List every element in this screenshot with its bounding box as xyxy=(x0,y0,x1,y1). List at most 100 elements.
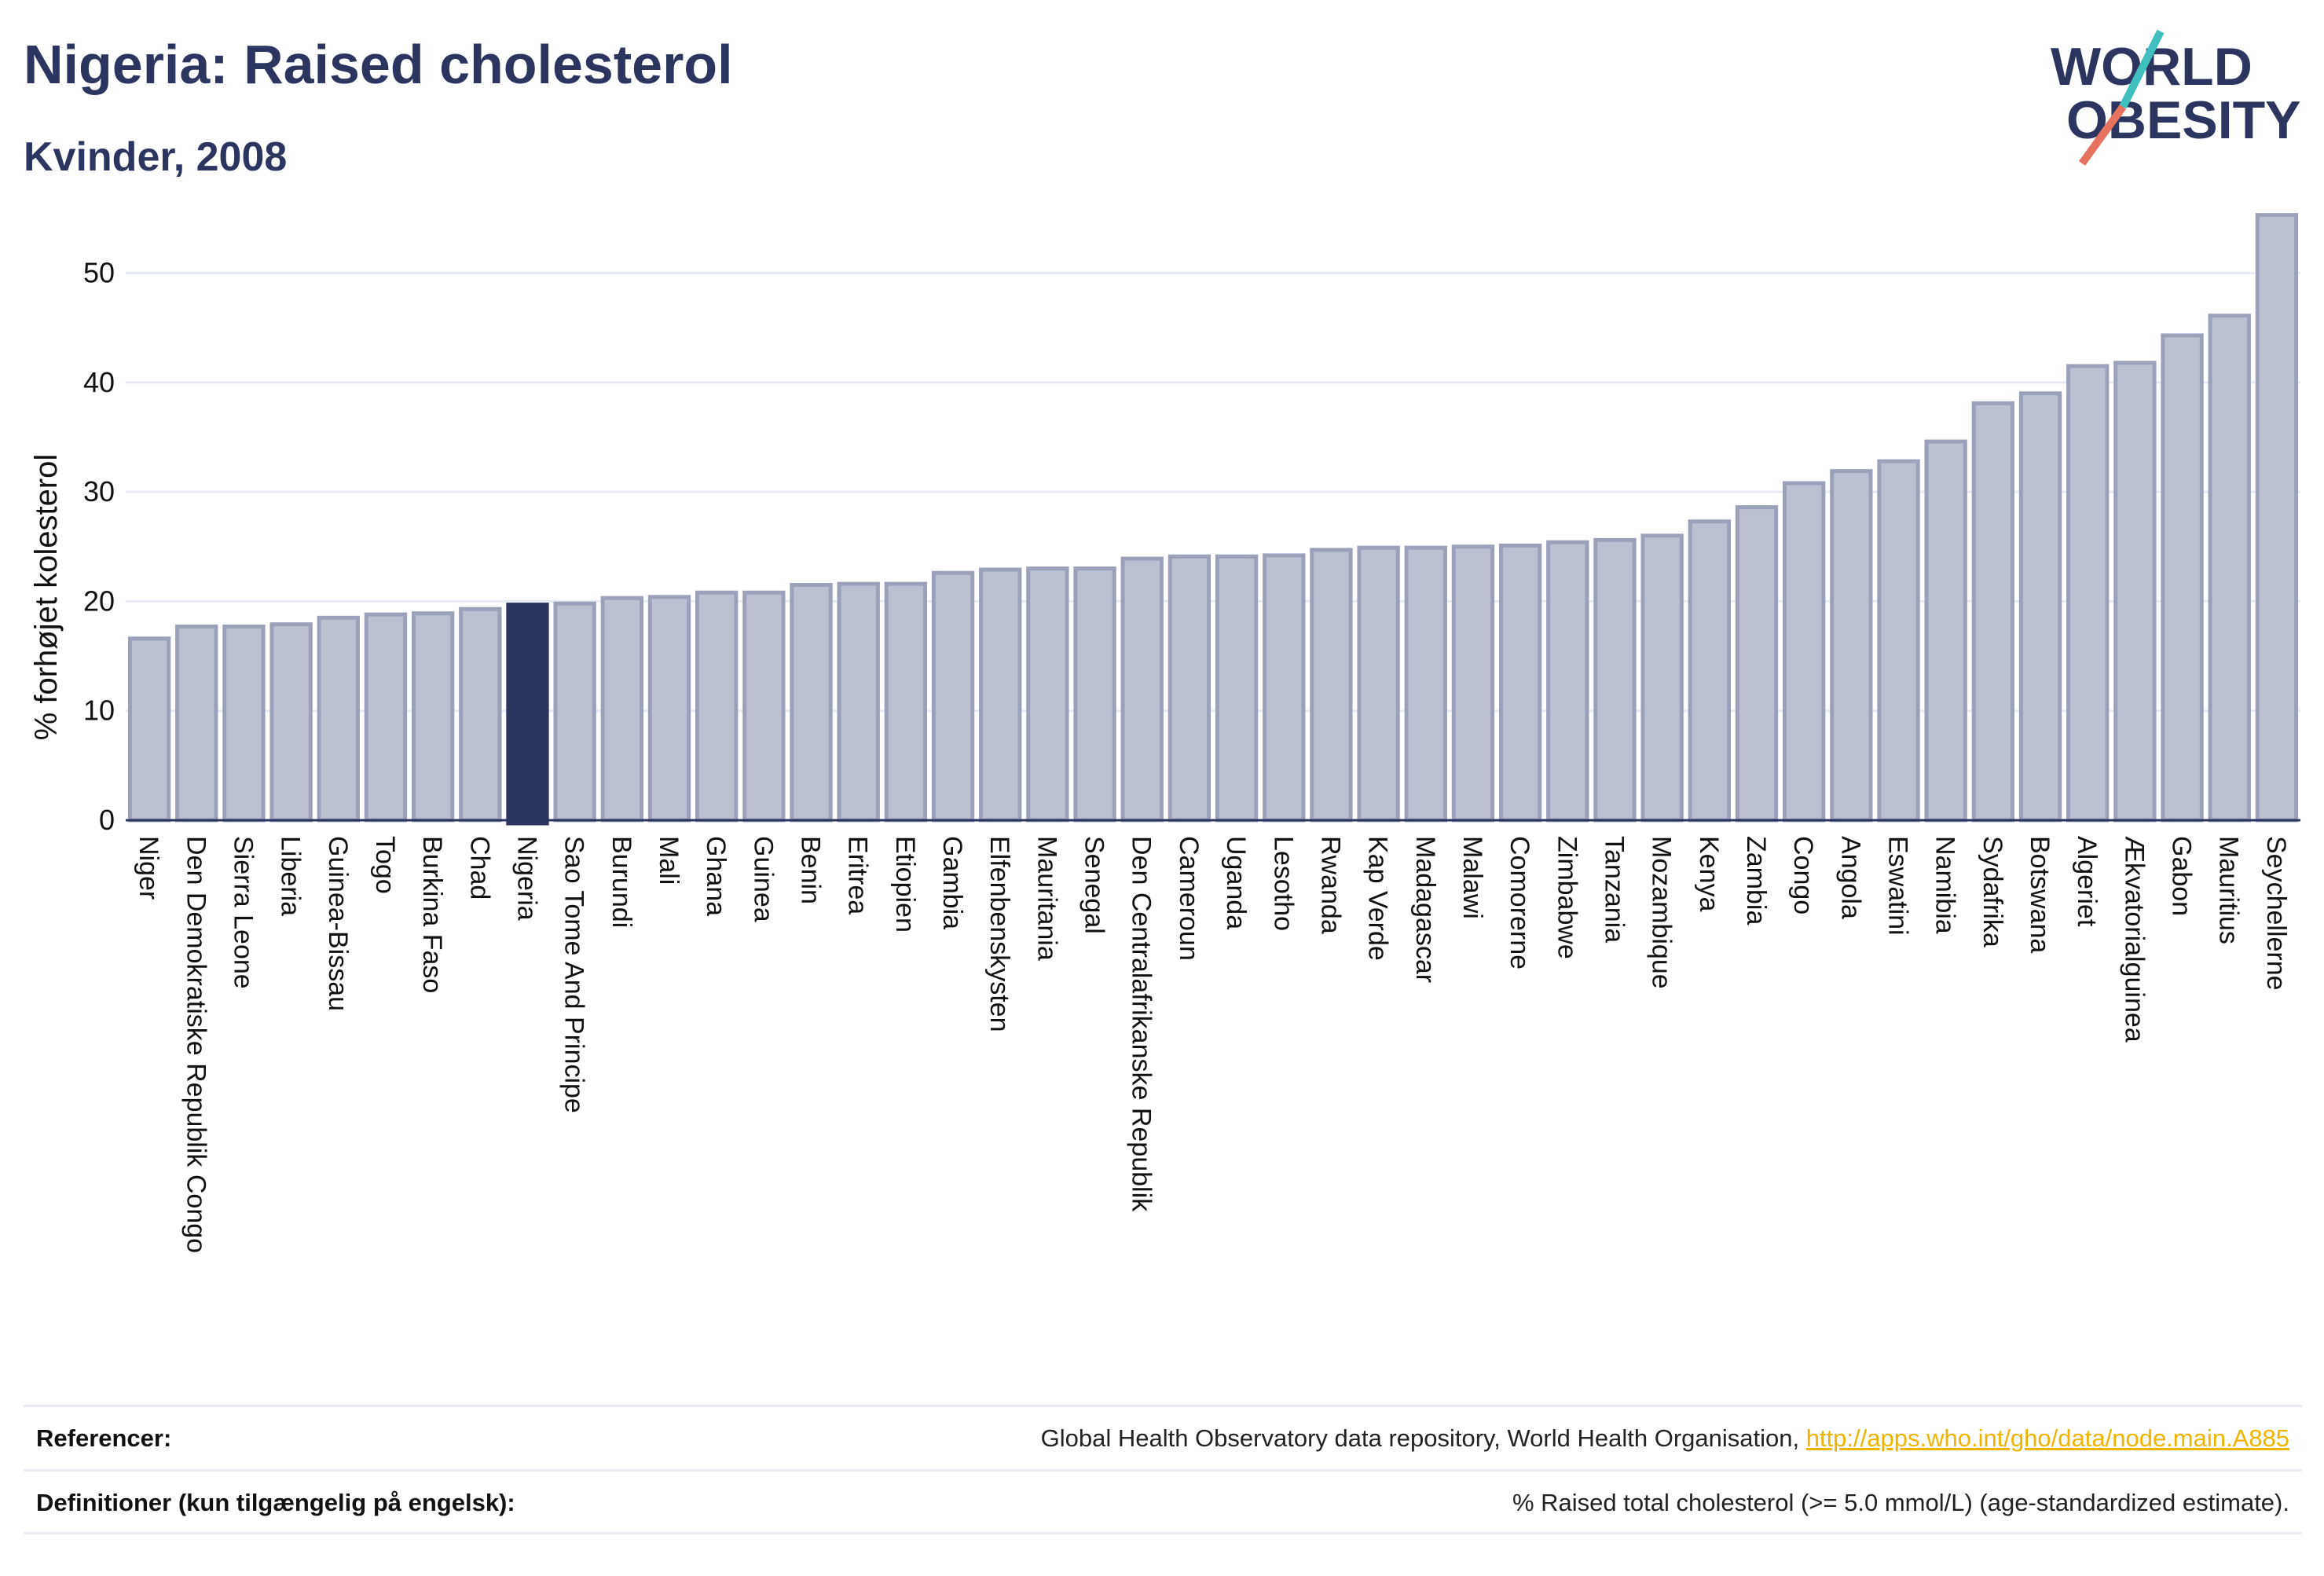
bar-ghana[interactable] xyxy=(695,590,739,823)
bar-lesotho[interactable] xyxy=(1263,553,1306,823)
bar-malawi[interactable] xyxy=(1451,544,1495,823)
y-tick-label: 20 xyxy=(83,585,115,617)
bar-kenya[interactable] xyxy=(1688,519,1731,823)
bar-sao-tome-and-principe[interactable] xyxy=(553,601,596,823)
logo-slash-coral xyxy=(2078,104,2127,166)
bar-liberia[interactable] xyxy=(269,622,313,823)
references-text: Global Health Observatory data repositor… xyxy=(1040,1424,1800,1452)
x-tick-label: Madagascar xyxy=(1410,836,1440,983)
bar-gabon[interactable] xyxy=(2161,333,2204,823)
bar-niger[interactable] xyxy=(127,636,171,823)
x-tick-label: Comorerne xyxy=(1505,836,1534,969)
bar-burkina-faso[interactable] xyxy=(411,611,455,823)
bar-sierra-leone[interactable] xyxy=(222,624,266,823)
x-tick-label: Sao Tome And Principe xyxy=(559,836,589,1113)
x-tick-label: Den Demokratiske Republik Congo xyxy=(181,836,211,1253)
x-tick-label: Malawi xyxy=(1457,836,1487,919)
x-tick-label: Kap Verde xyxy=(1363,836,1393,961)
x-tick-label: Senegal xyxy=(1080,836,1109,934)
x-tick-label: Etiopien xyxy=(890,836,920,933)
x-tick-label: Tanzania xyxy=(1599,836,1629,943)
bar-benin[interactable] xyxy=(790,583,833,823)
bar-guinea[interactable] xyxy=(742,590,786,823)
bar-senegal[interactable] xyxy=(1073,566,1116,823)
bar-uganda[interactable] xyxy=(1215,554,1259,823)
x-tick-label: Kenya xyxy=(1694,836,1724,911)
x-tick-label: Mauritania xyxy=(1032,836,1061,961)
bar-chart: 0 10 20 30 40 50 Niger Den Demokratiske Republi… xyxy=(29,213,2300,1253)
bar-botswana[interactable] xyxy=(2018,391,2062,823)
chart-subtitle: Kvinder, 2008 xyxy=(24,134,288,180)
x-tick-label: Uganda xyxy=(1221,836,1251,929)
bar-guinea-bissau[interactable] xyxy=(317,615,360,823)
references-link[interactable]: http://apps.who.int/gho/data/node.main.A… xyxy=(1805,1424,2289,1452)
bar-elfenbenskysten[interactable] xyxy=(979,567,1022,823)
x-tick-label: Mauritius xyxy=(2214,836,2244,944)
x-tick-label: Lesotho xyxy=(1268,836,1298,931)
bar-cameroun[interactable] xyxy=(1167,554,1211,823)
x-tick-label: Seychellerne xyxy=(2261,836,2291,991)
x-tick-label: Eswatini xyxy=(1883,836,1913,936)
bar-eritrea[interactable] xyxy=(837,581,880,823)
bar-zambia[interactable] xyxy=(1735,505,1779,823)
x-tick-label: Niger xyxy=(134,836,163,900)
bar-madagascar[interactable] xyxy=(1404,545,1447,823)
x-tick-label: Zambia xyxy=(1741,836,1771,925)
y-tick-label: 30 xyxy=(83,475,115,508)
x-tick-label: Namibia xyxy=(1930,836,1960,934)
bar-togo[interactable] xyxy=(364,612,408,823)
x-tick-label: Burundi xyxy=(607,836,636,928)
bar-gambia[interactable] xyxy=(931,570,975,823)
x-tick-label: Algeriet xyxy=(2072,836,2102,927)
bar-mali[interactable] xyxy=(647,595,691,823)
references-row: Referencer: Global Health Observatory da… xyxy=(24,1405,2302,1470)
x-tick-label: Mozambique xyxy=(1647,836,1677,989)
logo-slash-teal xyxy=(2119,29,2165,109)
x-tick-label: Sierra Leone xyxy=(228,836,258,989)
bar-sydafrika[interactable] xyxy=(1971,401,2015,823)
bar-kap-verde[interactable] xyxy=(1357,545,1400,823)
bar-mauritania[interactable] xyxy=(1026,566,1069,823)
x-tick-label: Guinea-Bissau xyxy=(323,836,353,1011)
y-tick-label: 40 xyxy=(83,366,115,398)
bar-etiopien[interactable] xyxy=(884,581,928,823)
x-tick-label: Togo xyxy=(370,836,400,894)
x-tick-label: Mali xyxy=(654,836,684,885)
references-value: Global Health Observatory data repositor… xyxy=(1041,1424,2289,1453)
bar-congo[interactable] xyxy=(1783,481,1826,823)
x-tick-label: Eritrea xyxy=(843,836,873,914)
bar-rwanda[interactable] xyxy=(1310,548,1353,823)
bar-chad[interactable] xyxy=(459,607,502,823)
x-tick-label: Ghana xyxy=(701,836,731,916)
bar-angola[interactable] xyxy=(1830,469,1873,823)
x-tick-label: Nigeria xyxy=(511,836,541,921)
bar-nigeria[interactable] xyxy=(506,603,549,826)
x-tick-label: Rwanda xyxy=(1315,836,1345,934)
x-tick-label: Chad xyxy=(464,836,494,900)
x-tick-label: Congo xyxy=(1788,836,1818,914)
x-tick-label: Cameroun xyxy=(1174,836,1204,961)
bar-den-centralafrikanske-republik[interactable] xyxy=(1120,556,1164,823)
definitions-value: % Raised total cholesterol (>= 5.0 mmol/… xyxy=(1512,1489,2289,1516)
bar-ækvatorialguinea[interactable] xyxy=(2113,361,2157,823)
x-tick-label: Burkina Faso xyxy=(417,836,447,993)
x-tick-label: Benin xyxy=(796,836,826,904)
bar-burundi[interactable] xyxy=(600,596,643,823)
bar-zimbabwe[interactable] xyxy=(1546,540,1589,823)
bar-seychellerne[interactable] xyxy=(2255,213,2299,823)
bar-eswatini[interactable] xyxy=(1877,459,1920,823)
bar-algeriet[interactable] xyxy=(2066,364,2110,823)
x-tick-label: Sydafrika xyxy=(1978,836,2007,947)
bar-namibia[interactable] xyxy=(1924,439,1967,823)
bar-tanzania[interactable] xyxy=(1593,537,1637,823)
bar-den-demokratiske-republik-congo[interactable] xyxy=(175,624,218,823)
world-obesity-logo[interactable]: WORLD OBESITY xyxy=(2043,22,2310,171)
y-tick-label: 10 xyxy=(83,695,115,727)
footer-divider xyxy=(24,1532,2302,1534)
bar-comorerne[interactable] xyxy=(1498,543,1542,823)
definitions-label: Definitioner (kun tilgængelig på engelsk… xyxy=(36,1489,515,1516)
bar-mozambique[interactable] xyxy=(1640,533,1684,823)
y-axis-title: % forhøjet kolesterol xyxy=(29,454,64,741)
x-tick-label: Angola xyxy=(1835,836,1865,919)
bar-mauritius[interactable] xyxy=(2208,313,2251,823)
